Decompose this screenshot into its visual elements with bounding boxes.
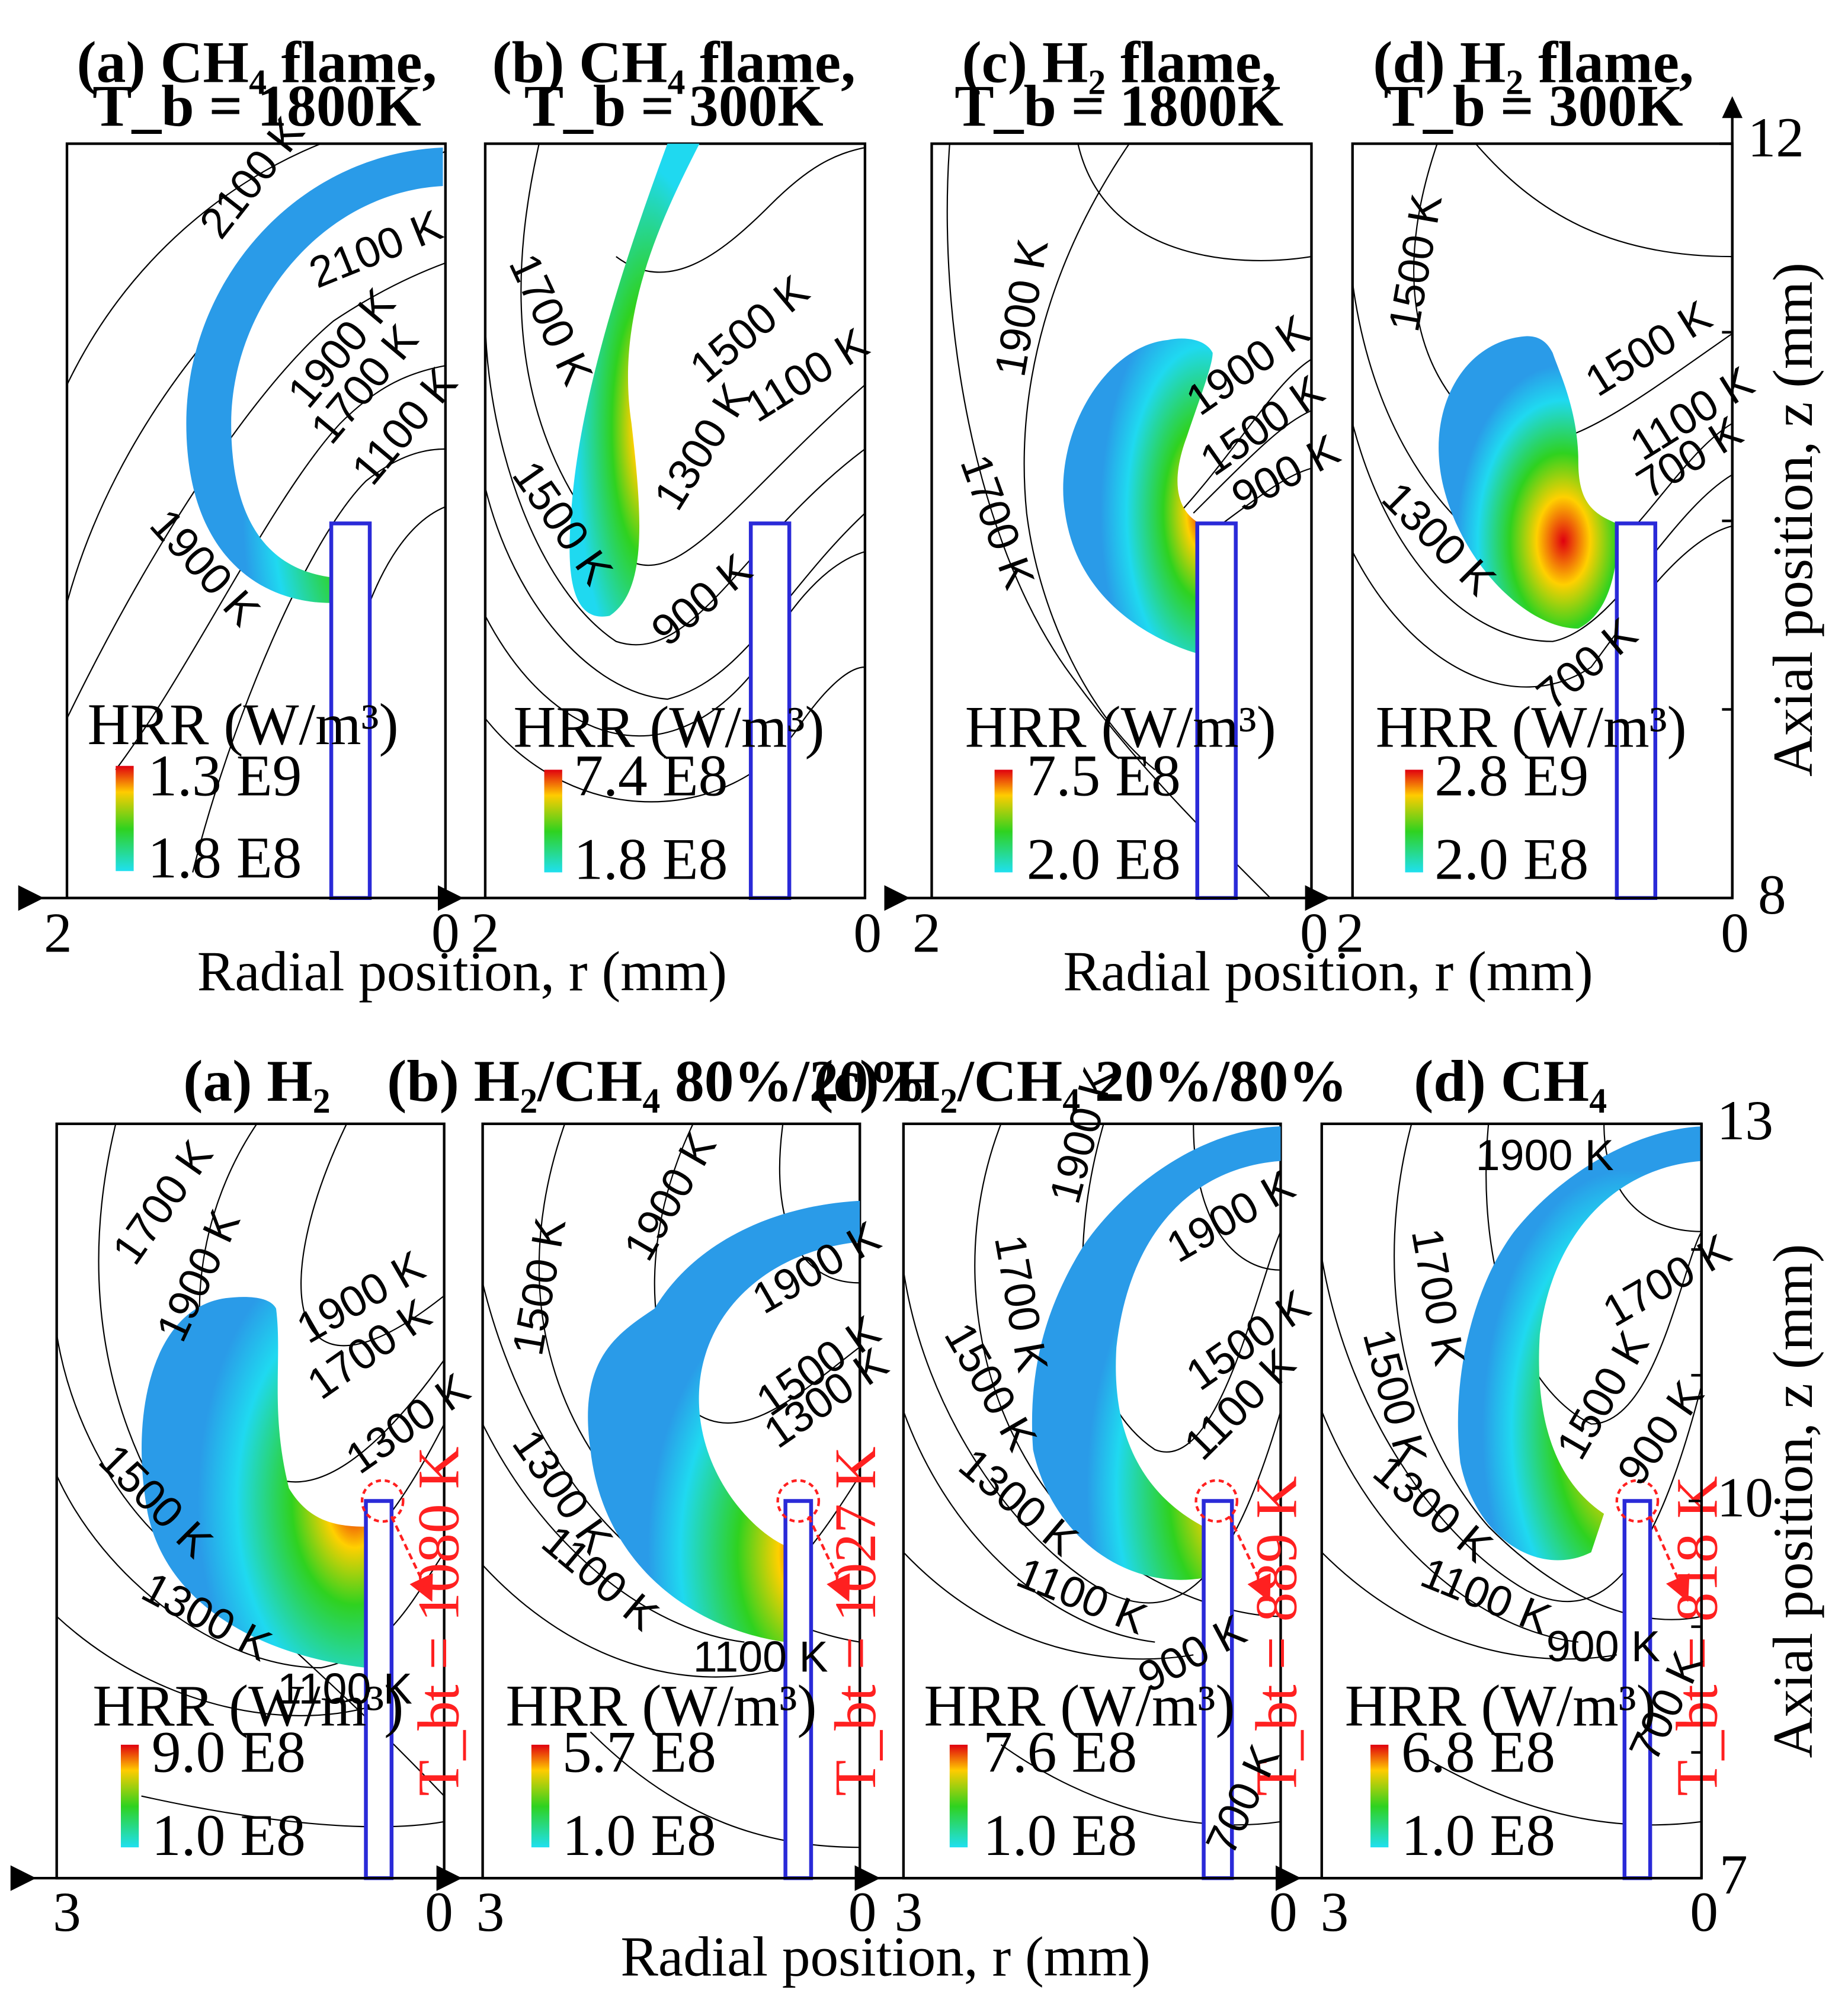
x-tick: 2 [912, 902, 941, 965]
hrr-max: 7.6 E8 [983, 1719, 1137, 1784]
x-tick: 0 [853, 902, 882, 965]
top-panel-c: 1900 K 1900 K 1500 K 900 K 1700 K HRR (W… [930, 142, 1347, 901]
hrr-colorbar [949, 1744, 968, 1848]
bottom-y-axis: 13 10 7 Axial position, z (mm) [1689, 1089, 1824, 1906]
top-panel-a: 2100 K 2100 K 1900 K 1700 K 1100 K 1900 … [65, 108, 466, 901]
hrr-legend-title: HRR (W/m³) [514, 694, 825, 760]
wall [1195, 521, 1238, 901]
hrr-colorbar [994, 770, 1013, 873]
bottom-row: (a) H₂ (b) H₂/CH₄ 80%/20% (c) H₂/CH₄ 20%… [10, 1048, 1824, 1988]
hrr-legend-title: HRR (W/m³) [88, 691, 399, 757]
breakthrough-circle [360, 1479, 405, 1523]
hrr-max: 9.0 E8 [152, 1719, 306, 1784]
x-tick: 0 [848, 1880, 877, 1943]
isotherm-label: 900 K [1546, 1622, 1660, 1671]
hrr-legend-title: HRR (W/m³) [506, 1672, 817, 1738]
x-tick: 0 [1269, 1880, 1298, 1943]
top-panel-d-title-1: (d) H₂ flame, [1373, 30, 1694, 95]
y-tick: 12 [1748, 106, 1804, 169]
top-y-label: Axial position, z (mm) [1761, 262, 1824, 777]
hrr-colorbar [116, 765, 134, 871]
x-tick: 3 [1321, 1880, 1349, 1943]
hrr-min: 1.8 E8 [148, 825, 302, 890]
hrr-min: 2.0 E8 [1027, 826, 1181, 892]
bottom-panel-a: T_bt = 1080 K 1700 K 1900 K 1900 K 1700 … [55, 1122, 478, 1880]
bottom-panel-d: T_bt = 818 K 1900 K 1700 K 1700 K 1500 K… [1320, 1122, 1739, 1880]
breakthrough-temp: T_bt = 889 K [1243, 1476, 1309, 1796]
y-tick: 10 [1717, 1466, 1773, 1529]
breakthrough-circle [1615, 1479, 1660, 1523]
x-tick: 0 [1690, 1880, 1718, 1943]
top-row: (a) CH₄ flame, T_b = 1800K (b) CH₄ flame… [18, 30, 1824, 1003]
x-tick: 2 [1336, 902, 1365, 965]
bottom-panel-b-title: (b) H₂/CH₄ 80%/20% [387, 1048, 927, 1114]
hrr-max: 5.7 E8 [562, 1719, 716, 1784]
wall [748, 521, 792, 901]
y-tick: 13 [1717, 1089, 1773, 1152]
top-panel-c-title-1: (c) H₂ flame, [962, 30, 1276, 95]
x-tick: 0 [431, 902, 460, 965]
hrr-max: 7.4 E8 [574, 743, 728, 809]
hrr-legend-title: HRR (W/m³) [92, 1672, 403, 1738]
hrr-min: 1.0 E8 [1401, 1802, 1555, 1868]
hrr-min: 2.0 E8 [1434, 826, 1588, 892]
top-panel-a-title-1: (a) CH₄ flame, [77, 30, 437, 95]
bottom-panel-c: T_bt = 889 K 1900 K 1900 K 1700 K 1500 K… [902, 1062, 1318, 1880]
hrr-min: 1.0 E8 [152, 1802, 306, 1868]
hrr-max: 1.3 E9 [148, 743, 302, 809]
hrr-legend-title: HRR (W/m³) [1345, 1672, 1656, 1738]
breakthrough-temp: T_bt = 1080 K [405, 1446, 471, 1796]
breakthrough-circle [776, 1479, 821, 1523]
top-panel-c-title-2: T_b = 1800K [955, 73, 1283, 139]
x-tick: 0 [1721, 902, 1749, 965]
isotherm-label: 1900 K [1476, 1130, 1614, 1180]
hrr-colorbar [531, 1744, 550, 1848]
top-panel-b: 1700 K 1500 K 1100 K 1500 K 1300 K 900 K… [483, 142, 877, 901]
top-x-label-right: Radial position, r (mm) [1063, 940, 1593, 1003]
top-panel-d-title-2: T_b = 300K [1384, 73, 1683, 139]
bottom-panel-c-title: (c) H₂/CH₄ 20%/80% [813, 1048, 1347, 1114]
hrr-max: 6.8 E8 [1401, 1719, 1555, 1784]
top-panel-d: 1500 K 1500 K 1100 K 700 K 1300 K 700 K … [1351, 142, 1762, 901]
x-tick: 2 [471, 902, 499, 965]
x-tick: 3 [53, 1880, 81, 1943]
hrr-colorbar [1405, 770, 1423, 873]
hrr-legend-title: HRR (W/m³) [924, 1672, 1235, 1738]
isotherm-label: 1100 K [277, 1664, 412, 1713]
bottom-panel-d-title: (d) CH₄ [1414, 1048, 1607, 1114]
isotherm-label: 1100 K [693, 1632, 828, 1681]
x-tick: 0 [425, 1880, 453, 1943]
top-y-axis: 12 8 Axial position, z (mm) [1719, 96, 1824, 926]
hrr-colorbar [544, 770, 562, 873]
x-tick: 3 [476, 1880, 505, 1943]
hrr-max: 7.5 E8 [1027, 743, 1181, 809]
top-panel-b-title-2: T_b = 300K [524, 73, 824, 139]
bottom-panel-a-title: (a) H₂ [183, 1048, 330, 1114]
hrr-colorbar [120, 1744, 139, 1848]
hrr-min: 1.8 E8 [574, 826, 728, 892]
hrr-legend-title: HRR (W/m³) [1376, 694, 1687, 760]
wall [1622, 1499, 1652, 1880]
top-x-label-left: Radial position, r (mm) [197, 940, 727, 1003]
hrr-colorbar [1370, 1744, 1389, 1848]
breakthrough-temp: T_bt = 1027 K [822, 1446, 888, 1796]
x-tick: 2 [44, 902, 72, 965]
bottom-x-label: Radial position, r (mm) [620, 1925, 1150, 1988]
hrr-min: 1.0 E8 [562, 1802, 716, 1868]
bottom-y-label: Axial position, z (mm) [1761, 1244, 1824, 1758]
hrr-legend-title: HRR (W/m³) [965, 694, 1276, 760]
breakthrough-circle [1194, 1479, 1239, 1523]
hrr-min: 1.0 E8 [983, 1802, 1137, 1868]
top-panel-b-title-1: (b) CH₄ flame, [492, 30, 856, 95]
y-tick: 7 [1719, 1843, 1748, 1906]
x-tick: 0 [1300, 902, 1328, 965]
x-tick: 3 [895, 1880, 923, 1943]
hrr-max: 2.8 E9 [1434, 743, 1588, 809]
breakthrough-temp: T_bt = 818 K [1664, 1476, 1730, 1796]
y-tick: 8 [1758, 863, 1786, 926]
bottom-panel-b: T_bt = 1027 K 1900 K 1500 K 1900 K 1500 … [481, 1122, 896, 1880]
top-panel-a-title-2: T_b = 1800K [92, 73, 421, 139]
